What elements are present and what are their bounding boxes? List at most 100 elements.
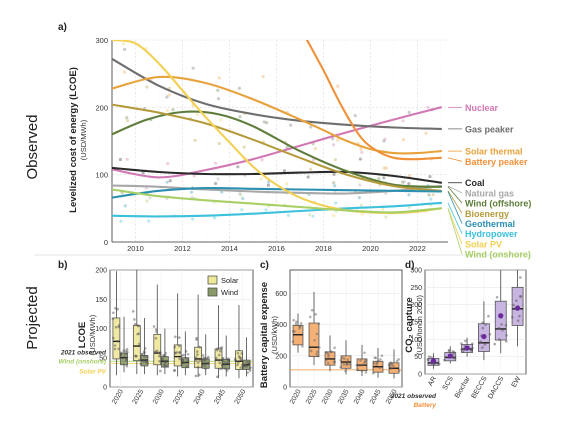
series-label-leader-solar-pv <box>447 208 463 245</box>
series-label-leader-wind-offshore <box>447 186 463 204</box>
panel-a-point <box>125 115 129 120</box>
panel-a-point <box>236 165 240 169</box>
panel-b-y-tick-label: 0 <box>103 385 107 392</box>
panel-a-point <box>358 157 363 161</box>
panel-a-plot: 0 100 200 300 2010 2012 2014 2016 2018 2020 2022 Nu… <box>95 36 531 260</box>
panel-d-point <box>501 328 504 332</box>
panel-a-point <box>216 177 220 181</box>
panel-b-point <box>163 364 167 368</box>
panel-a-point <box>148 196 152 200</box>
panel-c-point <box>315 352 319 356</box>
panel-d-point <box>452 352 455 356</box>
panel-c-point <box>293 330 296 333</box>
panel-b-point <box>160 357 164 360</box>
panel-b-point <box>239 366 243 369</box>
panel-b-point <box>206 355 210 359</box>
panel-b-x-tick-label: 2020 <box>111 388 125 405</box>
panel-c-point <box>333 346 336 350</box>
panel-a-x-tick-label: 2018 <box>315 244 332 253</box>
panel-d-point <box>518 276 522 279</box>
panel-c-point <box>346 358 349 361</box>
panel-b-point <box>207 362 210 365</box>
panel-c-point <box>342 357 346 360</box>
panel-a-point <box>240 208 244 212</box>
series-line-coal <box>112 166 443 184</box>
panel-a-lines <box>112 40 443 218</box>
panel-a-point <box>189 190 194 194</box>
panel-a-point <box>168 179 172 183</box>
panel-a-point <box>313 146 317 151</box>
panel-b-x-tick-label: 2035 <box>172 388 186 405</box>
panel-a-x-tick-label: 2014 <box>221 244 238 253</box>
panel-a-point <box>191 217 195 221</box>
panel-d-mean-point <box>447 353 453 359</box>
panel-c-point <box>355 363 358 367</box>
panel-a-point <box>384 191 388 196</box>
panel-a-point <box>384 215 388 219</box>
panel-b-reference-label-solar-pv: Solar PV <box>79 369 106 376</box>
panel-b-point <box>178 336 181 339</box>
panel-d-point <box>479 340 482 344</box>
series-label-coal: Coal <box>465 178 485 188</box>
panel-d-x-tick-label: EW <box>511 375 523 389</box>
series-line-bioenergy <box>112 103 443 192</box>
panel-a-label: a) <box>58 22 67 33</box>
panel-a-point <box>260 158 264 162</box>
panel-d-point <box>471 346 474 350</box>
panel-c-point <box>362 363 365 366</box>
panel-b-point <box>247 361 251 364</box>
panel-a-point <box>360 150 364 155</box>
panel-b-point <box>173 369 176 372</box>
panel-d-point <box>484 323 487 326</box>
panel-c-point <box>313 338 316 342</box>
panel-d-x-tick-label: BECCS <box>471 375 489 400</box>
panel-c-point <box>324 350 328 354</box>
panel-a-point <box>336 84 340 88</box>
series-label-wind-onshore: Wind (onshore) <box>465 250 531 260</box>
series-line-wind-onshore <box>112 188 443 214</box>
panel-b-legend-swatch-solar <box>207 275 218 285</box>
panel-c-x-tick-label: 2030 <box>321 388 335 405</box>
panel-d-point <box>460 348 463 351</box>
panel-b-point <box>133 322 137 326</box>
panel-a-point <box>216 97 221 101</box>
series-label-nuclear: Nuclear <box>465 103 499 113</box>
panel-d-point <box>495 295 499 299</box>
panel-a-point <box>382 139 386 143</box>
panel-b-y-tick-label: 50 <box>99 355 107 362</box>
panel-b-point <box>178 351 181 354</box>
panel-b-point <box>226 360 230 363</box>
panel-a-point <box>165 95 169 99</box>
panel-b-point <box>164 351 167 355</box>
series-line-wind-offshore <box>112 110 443 188</box>
panel-a-point <box>165 180 169 184</box>
panel-c-x-tick-label: 2020 <box>289 388 303 405</box>
panel-d-mean-point <box>514 305 521 311</box>
panel-c-point <box>301 345 304 348</box>
panel-a-point <box>118 157 123 162</box>
panel-b-point <box>194 356 198 359</box>
panel-a-point <box>357 195 361 200</box>
panel-a-point <box>407 193 411 197</box>
panel-a-point <box>264 208 268 212</box>
panel-a-point <box>424 131 428 135</box>
panel-c-y-tick-label: 600 <box>275 291 287 298</box>
panel-c-point <box>327 355 330 358</box>
series-line-gas-peaker <box>112 57 443 130</box>
panel-b-point <box>136 332 139 336</box>
panel-d-point <box>437 362 441 366</box>
panel-d-point <box>481 321 485 325</box>
panel-a-point <box>288 123 293 127</box>
series-line-battery-peaker <box>305 40 443 161</box>
panel-d-y-tick-label: 250 <box>410 285 422 292</box>
panel-b-point <box>204 367 207 370</box>
panel-c-point <box>340 356 344 359</box>
panel-a-point <box>145 85 149 89</box>
panel-a-point <box>331 213 336 218</box>
panel-d-y-tick-label: 150 <box>410 320 422 327</box>
panel-a-point <box>407 110 411 114</box>
panel-b-point <box>248 369 252 372</box>
panel-a-point <box>400 180 405 184</box>
panel-c-point <box>364 371 368 374</box>
panel-c-y-tick-label: 0 <box>283 385 287 392</box>
